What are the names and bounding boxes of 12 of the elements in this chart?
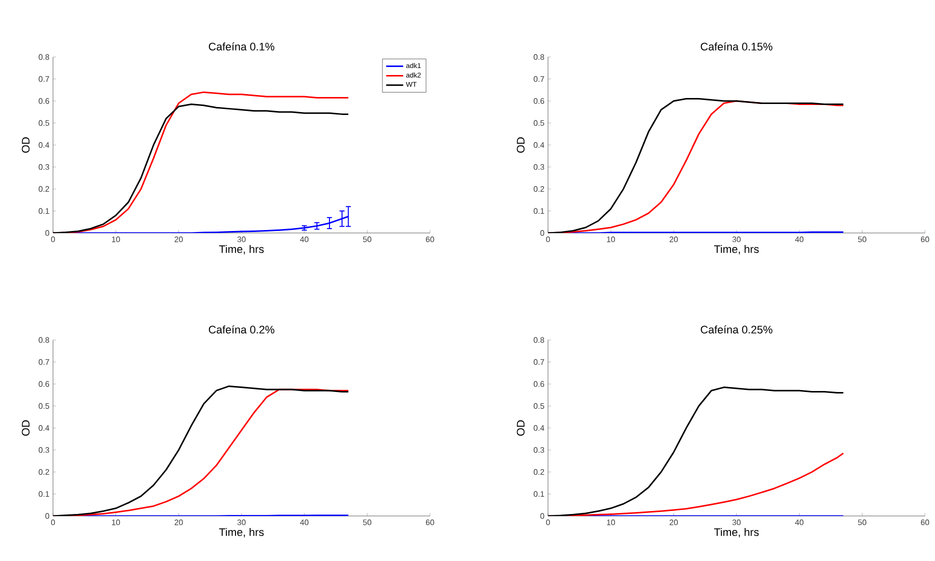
y-axis-title: OD [516,420,525,436]
x-axis-title: Time, hrs [219,244,264,254]
chart-title: Cafeína 0.1% [208,42,274,50]
x-axis-title: Time, hrs [714,244,759,254]
x-axis-title: Time, hrs [219,528,264,538]
x-axis-title: Time, hrs [714,528,759,538]
y-axis-title: OD [22,137,30,153]
y-axis-title: OD [22,420,30,436]
chart-title: Cafeína 0.25% [700,325,772,334]
chart-title: Cafeína 0.15% [700,42,772,50]
chart-title: Cafeína 0.2% [208,325,274,334]
y-axis-title: OD [516,137,525,153]
